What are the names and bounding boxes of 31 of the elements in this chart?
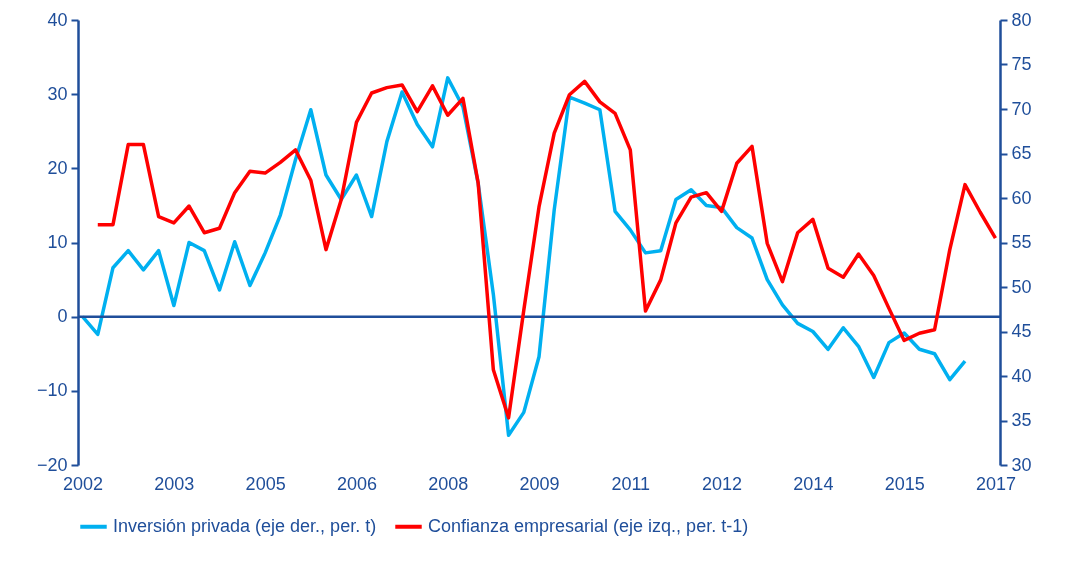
y-tick-label: −20 [36, 454, 68, 475]
y2-tick-label: 45 [1011, 321, 1032, 341]
legend-label: Confianza empresarial (eje izq., per. t-1) [428, 515, 749, 536]
y2-tick-label: 55 [1011, 232, 1032, 252]
x-tick-label: 2015 [884, 473, 925, 494]
x-tick-label: 2008 [428, 473, 469, 494]
y-tick-label: 40 [47, 9, 68, 30]
y2-tick-label: 40 [1011, 365, 1032, 386]
y-tick-label: −10 [36, 380, 68, 401]
y2-tick-label: 80 [1011, 9, 1032, 30]
x-tick-label: 2003 [154, 473, 195, 494]
y-tick-label: 0 [57, 306, 68, 327]
x-tick-label: 2012 [702, 473, 743, 494]
x-tick-label: 2017 [975, 473, 1016, 494]
y2-tick-label: 30 [1011, 454, 1032, 475]
x-tick-label: 2005 [245, 473, 286, 494]
y2-tick-label: 50 [1011, 276, 1032, 297]
y2-tick-label: 70 [1011, 98, 1032, 119]
y-tick-label: 10 [47, 232, 68, 252]
x-tick-label: 2006 [336, 473, 377, 494]
y2-tick-label: 75 [1011, 54, 1032, 74]
y-tick-label: 30 [47, 83, 68, 104]
y2-tick-label: 35 [1011, 410, 1032, 430]
x-tick-label: 2014 [793, 473, 834, 494]
x-tick-label: 2011 [611, 473, 651, 494]
y2-tick-label: 60 [1011, 187, 1032, 208]
x-tick-label: 2002 [63, 473, 104, 494]
y2-tick-label: 65 [1011, 143, 1032, 163]
legend-label: Inversión privada (eje der., per. t) [113, 515, 377, 536]
x-tick-label: 2009 [519, 473, 560, 494]
y-tick-label: 20 [47, 157, 68, 178]
